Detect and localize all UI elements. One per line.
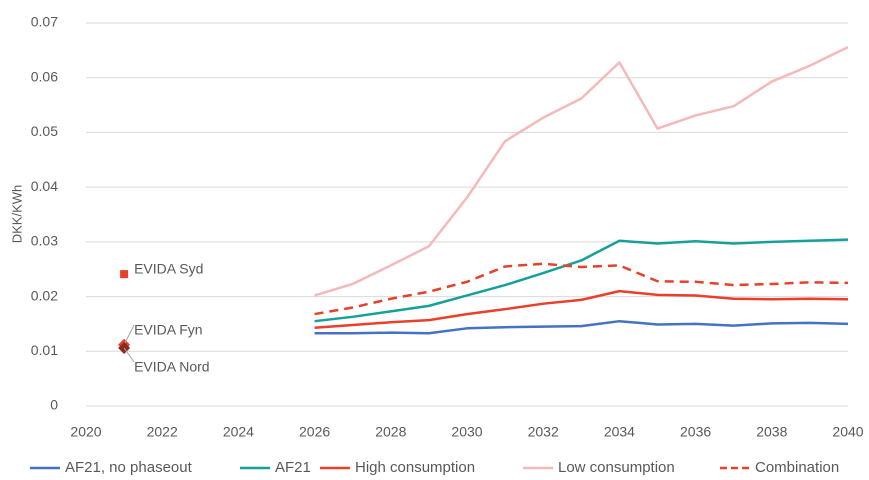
y-tick-label: 0.04	[31, 178, 58, 194]
x-tick-label: 2040	[832, 424, 863, 440]
legend-label: Low consumption	[558, 459, 675, 476]
legend-label: AF21, no phaseout	[65, 459, 193, 476]
point-label: EVIDA Syd	[134, 261, 203, 277]
point-label: EVIDA Nord	[134, 359, 209, 375]
y-tick-label: 0.01	[31, 342, 58, 358]
legend-label: High consumption	[355, 459, 475, 476]
y-tick-label: 0.07	[31, 14, 58, 30]
y-tick-label: 0.05	[31, 123, 58, 139]
x-tick-label: 2034	[604, 424, 635, 440]
leader-line	[123, 347, 135, 363]
y-tick-label: 0	[50, 397, 58, 413]
y-tick-label: 0.03	[31, 233, 58, 249]
x-tick-label: 2020	[70, 424, 101, 440]
x-tick-label: 2028	[375, 424, 406, 440]
x-tick-label: 2024	[223, 424, 254, 440]
legend-label: Combination	[755, 459, 839, 476]
y-tick-label: 0.02	[31, 287, 58, 303]
x-tick-label: 2022	[147, 424, 178, 440]
point-label: EVIDA Fyn	[134, 322, 202, 338]
line-series	[314, 262, 849, 316]
x-tick-label: 2038	[756, 424, 787, 440]
x-tick-label: 2036	[680, 424, 711, 440]
x-tick-label: 2026	[299, 424, 330, 440]
line-series	[314, 238, 849, 323]
line-series	[314, 45, 849, 297]
y-axis-label: DKK/KWh	[9, 185, 24, 244]
line-series	[314, 289, 849, 330]
point-marker	[120, 270, 129, 279]
line-series	[314, 319, 849, 335]
leader-line	[123, 324, 135, 345]
legend-label: AF21	[275, 459, 311, 476]
x-tick-label: 2032	[528, 424, 559, 440]
x-tick-label: 2030	[451, 424, 482, 440]
y-tick-label: 0.06	[31, 68, 58, 84]
